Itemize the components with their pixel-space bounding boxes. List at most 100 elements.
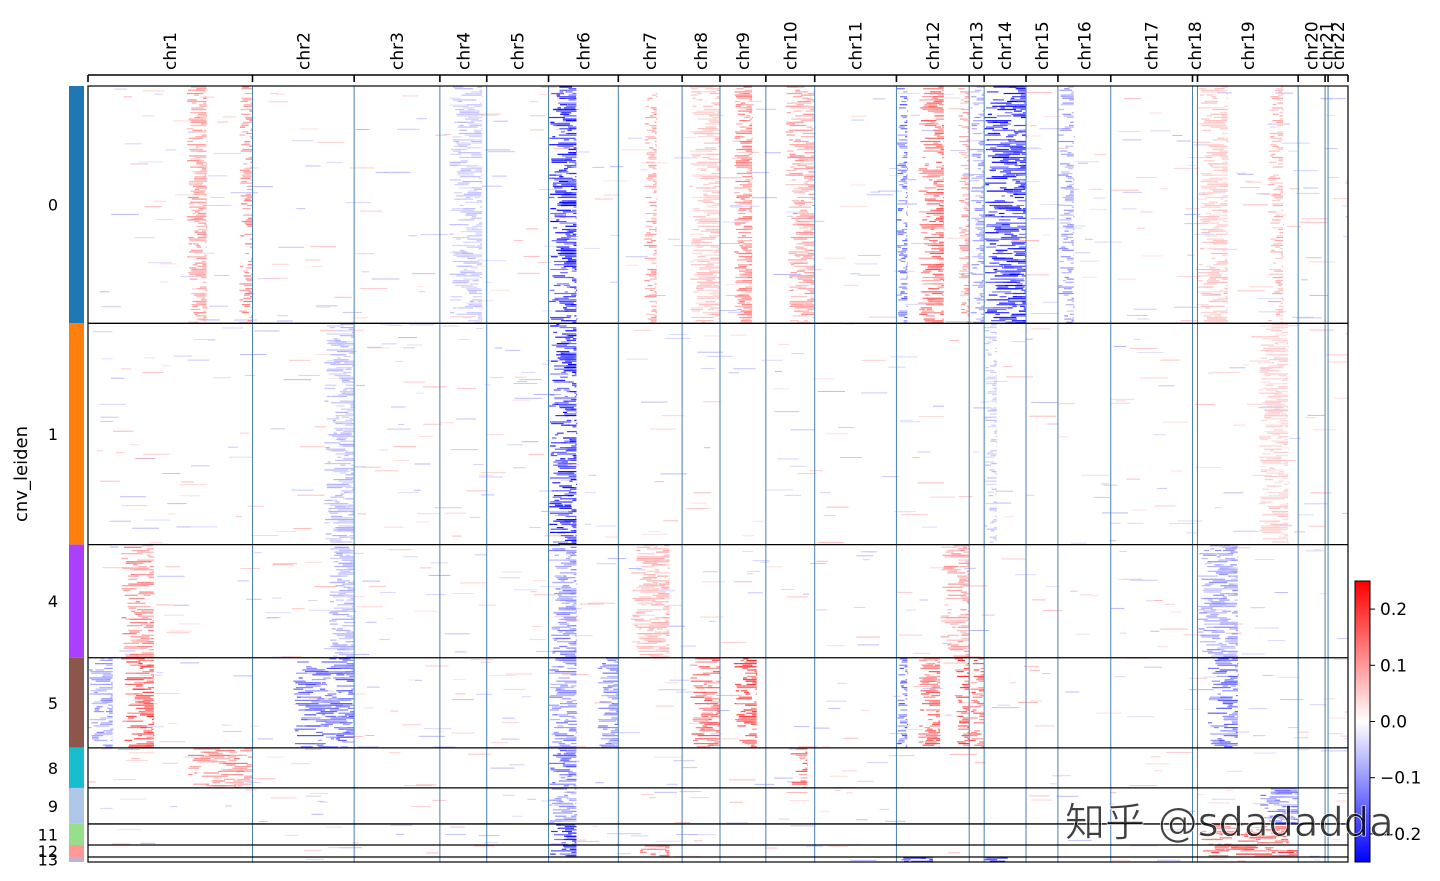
signal-mark [328,341,338,343]
noise-mark [291,140,314,142]
noise-mark [319,801,328,803]
signal-mark [1276,121,1283,123]
noise-mark [858,254,881,256]
signal-mark [751,137,753,139]
signal-mark [244,116,253,119]
signal-mark [474,321,482,323]
signal-mark [715,251,720,253]
signal-mark [559,407,574,409]
signal-mark [187,144,206,146]
noise-mark [1133,308,1157,310]
signal-mark [904,152,908,154]
signal-mark [326,418,340,420]
signal-mark [1268,161,1277,163]
noise-mark [1114,676,1126,678]
signal-mark [1071,240,1074,242]
signal-mark [690,260,695,263]
signal-mark [1271,219,1281,221]
signal-mark [805,120,815,122]
signal-mark [1207,281,1228,283]
signal-mark [939,241,944,243]
signal-mark [563,437,577,439]
signal-mark [648,166,656,168]
signal-mark [942,126,944,128]
signal-mark [737,302,745,304]
signal-mark [190,201,202,203]
signal-mark [695,110,719,112]
signal-mark [789,289,794,291]
signal-mark [562,228,577,231]
signal-mark [924,104,938,106]
signal-mark [904,296,908,298]
signal-mark [796,270,804,272]
signal-mark [1012,243,1025,245]
signal-mark [324,469,349,471]
signal-mark [1274,291,1280,293]
signal-mark [742,92,750,95]
noise-mark [1031,599,1046,601]
signal-mark [206,180,207,183]
signal-mark [902,116,907,119]
signal-mark [1061,128,1071,130]
signal-mark [194,94,199,96]
signal-mark [147,575,154,577]
signal-mark [897,233,904,235]
signal-mark [1225,259,1228,261]
signal-mark [1270,182,1283,184]
signal-mark [478,222,483,224]
signal-mark [573,206,577,208]
signal-mark [1001,195,1005,197]
signal-mark [1267,349,1289,351]
signal-mark [474,196,480,199]
signal-mark [694,219,718,221]
signal-mark [692,164,718,167]
signal-mark [575,443,577,445]
noise-mark [661,415,685,417]
noise-mark [842,737,859,739]
signal-mark [452,281,469,283]
signal-mark [965,203,970,205]
noise-mark [1071,542,1087,544]
signal-mark [741,203,753,205]
noise-mark [521,372,536,373]
noise-mark [728,779,756,781]
signal-mark [649,275,657,277]
signal-mark [654,150,657,152]
signal-mark [480,128,483,130]
signal-mark [699,217,720,219]
noise-mark [654,791,677,793]
noise-mark [850,273,860,275]
signal-mark [1066,155,1074,157]
signal-mark [571,304,577,306]
noise-mark [1306,550,1324,552]
noise-mark [1213,858,1227,860]
signal-mark [566,365,577,367]
noise-mark [1297,749,1310,751]
signal-mark [472,142,482,144]
signal-mark [549,503,562,505]
noise-mark [1250,286,1274,288]
signal-mark [978,142,985,144]
signal-mark [1210,313,1222,315]
signal-mark [560,204,577,207]
signal-mark [561,184,577,186]
signal-mark [1280,254,1284,256]
signal-mark [649,147,654,149]
signal-mark [481,174,483,176]
noise-mark [1047,423,1059,425]
noise-mark [310,792,328,794]
signal-mark [974,116,981,119]
signal-mark [704,305,712,307]
signal-mark [986,240,996,242]
signal-mark [202,168,207,170]
signal-mark [1271,323,1289,325]
noise-mark [1236,172,1246,174]
noise-mark [1050,783,1057,785]
signal-mark [463,278,479,280]
signal-mark [551,423,564,425]
signal-band [548,545,578,659]
signal-mark [992,384,996,386]
noise-mark [905,609,916,611]
signal-mark [567,132,577,135]
signal-mark [1009,304,1027,306]
